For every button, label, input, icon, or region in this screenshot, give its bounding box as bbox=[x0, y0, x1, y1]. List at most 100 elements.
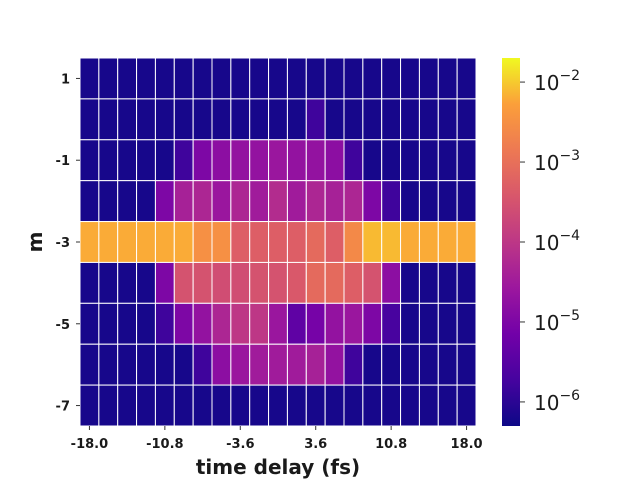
heatmap-cell bbox=[79, 57, 100, 100]
heatmap-cell bbox=[173, 384, 194, 427]
heatmap-cell bbox=[211, 139, 232, 182]
heatmap-cell bbox=[192, 343, 213, 386]
heatmap-cell bbox=[249, 98, 270, 141]
colorbar-tick-label: 10−6 bbox=[534, 388, 580, 415]
heatmap-cell bbox=[173, 180, 194, 223]
heatmap-cell bbox=[343, 139, 364, 182]
heatmap-cell bbox=[79, 221, 100, 263]
heatmap-cell bbox=[400, 302, 420, 345]
heatmap-cell bbox=[286, 180, 307, 223]
heatmap-cell bbox=[437, 221, 458, 263]
heatmap-cell bbox=[437, 302, 458, 345]
heatmap-cell bbox=[173, 57, 194, 100]
y-tick-label: 1 bbox=[61, 72, 70, 87]
heatmap-cell bbox=[456, 343, 477, 386]
heatmap-cell bbox=[324, 180, 345, 223]
y-tick-label: -7 bbox=[56, 400, 70, 415]
colorbar-tick-label: 10−2 bbox=[534, 68, 580, 95]
heatmap-cell bbox=[173, 261, 194, 304]
heatmap-cell bbox=[381, 139, 402, 182]
heatmap-cell bbox=[173, 221, 194, 263]
colorbar-tick-label: 10−3 bbox=[534, 148, 580, 175]
heatmap-cell bbox=[98, 221, 119, 263]
heatmap-cell bbox=[381, 384, 402, 427]
heatmap-cell bbox=[400, 98, 420, 141]
heatmap-cell bbox=[230, 384, 251, 427]
heatmap-cell bbox=[324, 139, 345, 182]
colorbar bbox=[502, 58, 520, 426]
heatmap-cell bbox=[136, 98, 156, 141]
heatmap-cell bbox=[456, 302, 477, 345]
heatmap-cell bbox=[117, 139, 138, 182]
heatmap-cell bbox=[211, 221, 232, 263]
heatmap-cell bbox=[79, 261, 100, 304]
heatmap-cell bbox=[362, 180, 383, 223]
heatmap-cell bbox=[305, 343, 326, 386]
heatmap-cell bbox=[136, 261, 156, 304]
heatmap-cell bbox=[117, 261, 138, 304]
heatmap-cell bbox=[98, 180, 119, 223]
heatmap-cell bbox=[381, 98, 402, 141]
heatmap-cell bbox=[286, 343, 307, 386]
colorbar-ticks: 10−6 10−5 10−4 10−3 10−2 bbox=[520, 68, 580, 415]
heatmap-cell bbox=[192, 221, 213, 263]
heatmap-cell bbox=[211, 180, 232, 223]
heatmap-cell bbox=[117, 221, 138, 263]
heatmap-cell bbox=[362, 139, 383, 182]
heatmap-cell bbox=[173, 302, 194, 345]
heatmap-cell bbox=[437, 98, 458, 141]
heatmap-cell bbox=[418, 261, 439, 304]
heatmap-cell bbox=[117, 302, 138, 345]
heatmap-cell bbox=[230, 180, 251, 223]
x-axis-title: time delay (fs) bbox=[196, 455, 360, 479]
x-tick-label: -3.6 bbox=[226, 437, 254, 452]
heatmap-cell bbox=[154, 139, 175, 182]
heatmap-cell bbox=[381, 343, 402, 386]
heatmap-cell bbox=[305, 139, 326, 182]
heatmap-cell bbox=[136, 180, 156, 223]
heatmap-cell bbox=[230, 343, 251, 386]
heatmap-cell bbox=[117, 384, 138, 427]
heatmap-cell bbox=[230, 57, 251, 100]
heatmap-cell bbox=[79, 343, 100, 386]
heatmap-cell bbox=[268, 98, 288, 141]
heatmap-cell bbox=[456, 139, 477, 182]
heatmap-cell bbox=[230, 302, 251, 345]
heatmap-cell bbox=[456, 221, 477, 263]
heatmap-cell bbox=[268, 261, 288, 304]
heatmap-cell bbox=[381, 57, 402, 100]
heatmap-cell bbox=[305, 221, 326, 263]
heatmap-cell bbox=[381, 261, 402, 304]
heatmap-cell bbox=[230, 98, 251, 141]
heatmap-cell bbox=[211, 343, 232, 386]
heatmap-cells bbox=[79, 57, 477, 427]
heatmap-cell bbox=[418, 221, 439, 263]
heatmap-cell bbox=[381, 180, 402, 223]
heatmap-cell bbox=[136, 57, 156, 100]
x-tick-label: -10.8 bbox=[146, 437, 183, 452]
heatmap-cell bbox=[117, 57, 138, 100]
heatmap-cell bbox=[173, 139, 194, 182]
heatmap-cell bbox=[117, 343, 138, 386]
heatmap-cell bbox=[286, 98, 307, 141]
heatmap-cell bbox=[117, 180, 138, 223]
heatmap-cell bbox=[418, 343, 439, 386]
heatmap-cell bbox=[192, 98, 213, 141]
heatmap-cell bbox=[136, 384, 156, 427]
heatmap-cell bbox=[343, 221, 364, 263]
heatmap-cell bbox=[268, 384, 288, 427]
heatmap-cell bbox=[268, 221, 288, 263]
heatmap-cell bbox=[400, 57, 420, 100]
heatmap-cell bbox=[173, 98, 194, 141]
heatmap-cell bbox=[362, 57, 383, 100]
heatmap-cell bbox=[343, 302, 364, 345]
heatmap-cell bbox=[249, 180, 270, 223]
heatmap-cell bbox=[305, 384, 326, 427]
heatmap-cell bbox=[381, 302, 402, 345]
heatmap-cell bbox=[400, 221, 420, 263]
y-axis-title: m bbox=[23, 232, 47, 253]
heatmap-cell bbox=[154, 302, 175, 345]
heatmap-cell bbox=[286, 384, 307, 427]
heatmap-cell bbox=[286, 261, 307, 304]
heatmap-cell bbox=[437, 139, 458, 182]
